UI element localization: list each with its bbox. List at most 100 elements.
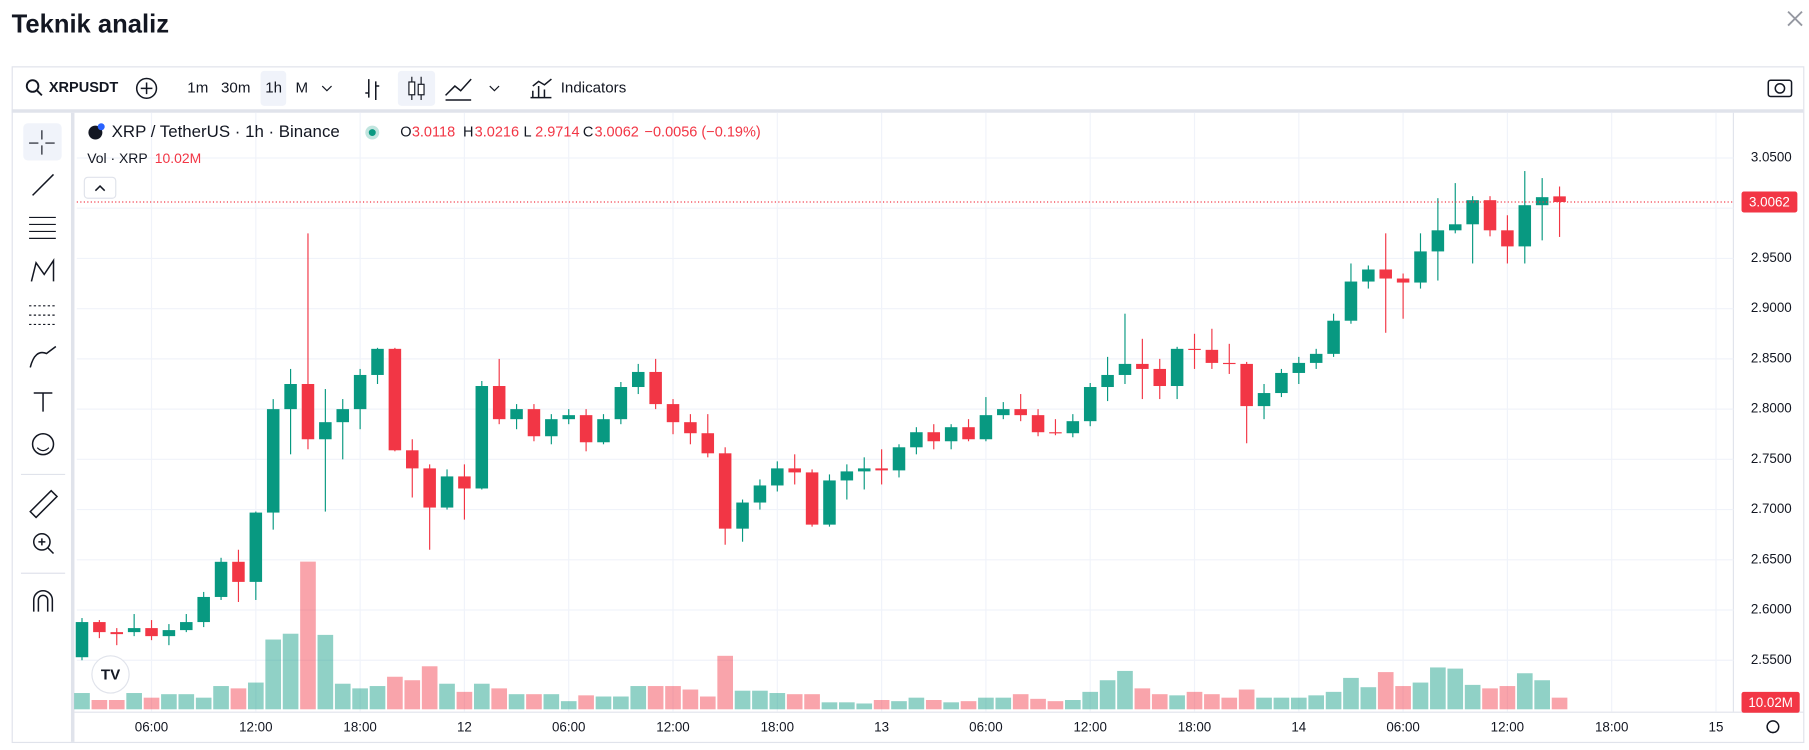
- candle-body: [753, 485, 767, 503]
- volume-bar: [891, 701, 907, 710]
- dropdown-arrow[interactable]: [489, 85, 500, 92]
- indicators-button[interactable]: Indicators: [561, 79, 627, 96]
- camera-icon[interactable]: [1767, 79, 1793, 98]
- candle-body: [301, 384, 315, 440]
- candle-body: [214, 561, 228, 597]
- candle-body: [249, 512, 263, 582]
- interval[interactable]: 1h: [265, 79, 282, 96]
- candle-body: [197, 596, 210, 623]
- volume-bar: [1447, 668, 1464, 710]
- chart-title: XRP / TetherUS · 1h · Binance: [112, 122, 340, 141]
- volume-bar: [1395, 686, 1411, 710]
- candle-body: [736, 502, 749, 529]
- candle-body: [1292, 362, 1306, 373]
- volume-bar: [161, 694, 177, 710]
- dropdown-arrow[interactable]: [321, 85, 332, 92]
- emoji-tool[interactable]: [31, 432, 55, 456]
- search-icon[interactable]: [25, 79, 40, 93]
- volume-bar: [1238, 689, 1255, 710]
- candle-body: [1240, 363, 1253, 407]
- volume-bar: [1482, 688, 1498, 710]
- volume-bar: [1082, 691, 1099, 710]
- volume-bar: [804, 694, 820, 710]
- crosshair-tool[interactable]: [29, 130, 55, 155]
- volume-bar: [1117, 670, 1133, 710]
- text-tool[interactable]: [33, 392, 53, 412]
- candle-body: [1205, 349, 1219, 363]
- candle-body: [545, 419, 558, 437]
- magnet-tool[interactable]: [32, 589, 54, 612]
- candle-body: [857, 468, 871, 472]
- candle-body: [1448, 224, 1462, 231]
- y-tick-label: 2.9000: [1751, 300, 1792, 315]
- candle-body: [840, 471, 854, 481]
- volume-bar: [647, 686, 664, 710]
- candle-body: [1483, 200, 1497, 231]
- x-tick-label: 18:00: [1178, 719, 1211, 734]
- candle-body: [1031, 415, 1045, 433]
- settings-icon[interactable]: [1766, 720, 1780, 734]
- x-tick-label: 12:00: [1491, 719, 1524, 734]
- volume-bar: [1534, 680, 1550, 710]
- interval[interactable]: M: [295, 79, 308, 96]
- candle-body: [597, 419, 610, 443]
- add-symbol-plus: [140, 82, 153, 95]
- tv-logo[interactable]: [91, 655, 130, 694]
- camera-lens: [1774, 82, 1786, 94]
- candle-body: [1501, 230, 1514, 247]
- candle-body: [336, 409, 349, 423]
- volume-bar: [1377, 672, 1394, 710]
- volume-bar: [1290, 697, 1307, 710]
- zoom-tool[interactable]: [32, 532, 51, 551]
- x-tick-label: 12:00: [1073, 719, 1106, 734]
- volume-bar: [387, 676, 403, 710]
- ruler-tool[interactable]: [29, 489, 59, 519]
- candle-body: [1379, 269, 1392, 279]
- symbol[interactable]: XRPUSDT: [49, 80, 119, 96]
- candle-body: [823, 480, 836, 525]
- tv-logo-mark: TV: [101, 667, 120, 684]
- volume-bar: [282, 633, 299, 710]
- indicators-icon[interactable]: [530, 78, 552, 99]
- emoji-smile: [36, 447, 50, 452]
- candle-body: [423, 468, 436, 508]
- volume-bar: [839, 702, 855, 710]
- close-button[interactable]: [1787, 10, 1803, 27]
- candle-body: [353, 374, 367, 410]
- pattern-tool[interactable]: [30, 257, 55, 282]
- volume-bar: [752, 690, 768, 710]
- ohlc-letter: O: [400, 124, 411, 140]
- interval[interactable]: 1m: [187, 79, 208, 96]
- volume-bar: [1134, 688, 1151, 710]
- volume-bar: [74, 693, 90, 710]
- volume-bar: [1325, 691, 1342, 710]
- zoom-tool-detail: [38, 538, 55, 555]
- interval[interactable]: 30m: [221, 79, 250, 96]
- add-symbol[interactable]: [135, 77, 158, 100]
- fib-tool[interactable]: [29, 216, 56, 239]
- x-tick-label: 12:00: [656, 719, 689, 734]
- candle-body: [944, 427, 958, 442]
- candle-body: [1396, 278, 1410, 283]
- candle-body: [805, 472, 819, 525]
- collapse-button[interactable]: [83, 176, 117, 199]
- candle-body: [93, 622, 106, 633]
- trend-line-tool[interactable]: [32, 173, 55, 196]
- volume-value: 10.02M: [155, 150, 202, 166]
- x-tick-label: 06:00: [552, 719, 585, 734]
- volume-bar: [404, 680, 421, 710]
- candle-body: [1014, 409, 1027, 416]
- brush-tool[interactable]: [29, 345, 57, 368]
- area-icon[interactable]: [445, 78, 472, 101]
- candle-body: [1344, 281, 1358, 321]
- candle-body: [475, 386, 489, 489]
- projection-tool[interactable]: [29, 305, 56, 325]
- ohlc-value: 3.0062: [594, 124, 638, 140]
- candle-body: [145, 628, 158, 637]
- candle-body: [371, 348, 384, 375]
- candle-body: [180, 622, 193, 631]
- bars-icon[interactable]: [365, 79, 380, 100]
- candle-body: [510, 409, 523, 420]
- volume-bar: [317, 634, 334, 710]
